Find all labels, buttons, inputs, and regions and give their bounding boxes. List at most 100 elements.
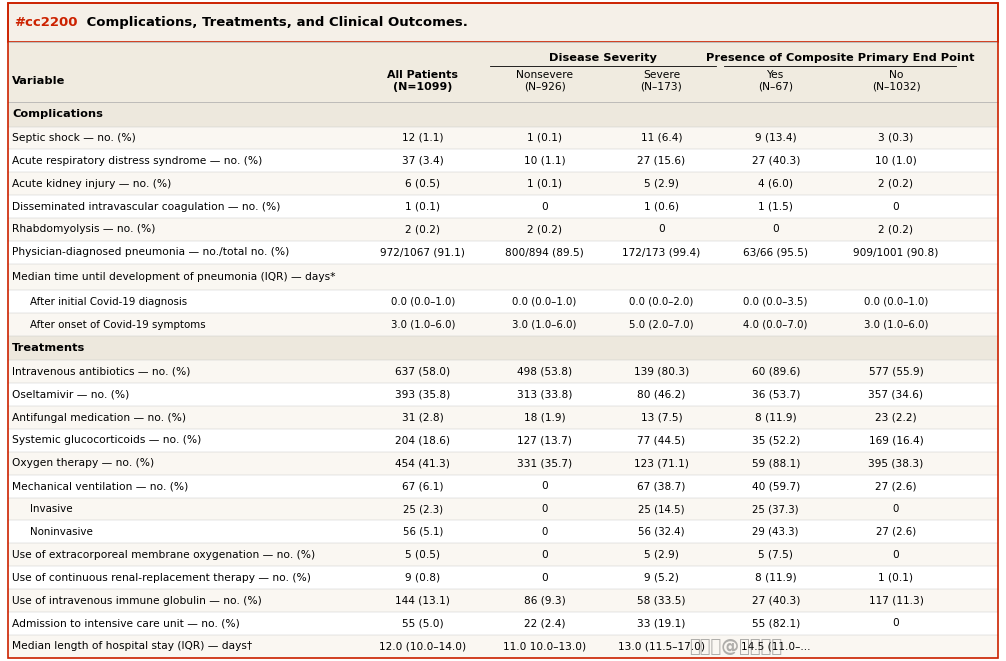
Bar — [8, 126, 998, 149]
Text: 36 (53.7): 36 (53.7) — [751, 390, 800, 400]
Text: 909/1001 (90.8): 909/1001 (90.8) — [853, 247, 939, 257]
Text: 139 (80.3): 139 (80.3) — [634, 367, 689, 377]
Bar — [8, 290, 998, 313]
Text: 3.0 (1.0–6.0): 3.0 (1.0–6.0) — [390, 320, 455, 330]
Text: Oxygen therapy — no. (%): Oxygen therapy — no. (%) — [12, 458, 154, 468]
Text: 56 (32.4): 56 (32.4) — [638, 527, 685, 537]
Text: 13.0 (11.5–17.0): 13.0 (11.5–17.0) — [618, 641, 705, 651]
Bar — [8, 589, 998, 612]
Text: 86 (9.3): 86 (9.3) — [524, 596, 565, 605]
Text: 5 (7.5): 5 (7.5) — [759, 550, 793, 560]
Bar — [8, 149, 998, 173]
Text: 22 (2.4): 22 (2.4) — [524, 619, 565, 629]
Text: 80 (46.2): 80 (46.2) — [637, 390, 685, 400]
Bar — [8, 406, 998, 429]
Bar — [8, 475, 998, 498]
Text: No
(N–1032): No (N–1032) — [871, 70, 920, 92]
Text: Use of intravenous immune globulin — no. (%): Use of intravenous immune globulin — no.… — [12, 596, 262, 605]
Text: 59 (88.1): 59 (88.1) — [751, 458, 800, 468]
Text: #cc2200: #cc2200 — [14, 16, 77, 29]
Text: 0.0 (0.0–1.0): 0.0 (0.0–1.0) — [864, 297, 929, 307]
Text: 14.5 (11.0–...: 14.5 (11.0–... — [741, 641, 811, 651]
Text: 0.0 (0.0–3.5): 0.0 (0.0–3.5) — [743, 297, 808, 307]
Text: 144 (13.1): 144 (13.1) — [395, 596, 451, 605]
Text: 3.0 (1.0–6.0): 3.0 (1.0–6.0) — [512, 320, 576, 330]
Text: 1 (0.1): 1 (0.1) — [405, 202, 441, 212]
Text: 0.0 (0.0–2.0): 0.0 (0.0–2.0) — [629, 297, 693, 307]
Text: 0.0 (0.0–1.0): 0.0 (0.0–1.0) — [390, 297, 455, 307]
Text: 8 (11.9): 8 (11.9) — [754, 412, 797, 422]
Text: Oseltamivir — no. (%): Oseltamivir — no. (%) — [12, 390, 130, 400]
Text: 2 (0.2): 2 (0.2) — [878, 225, 913, 235]
Text: 11 (6.4): 11 (6.4) — [641, 133, 682, 143]
Text: 25 (37.3): 25 (37.3) — [752, 504, 799, 514]
Text: Use of continuous renal-replacement therapy — no. (%): Use of continuous renal-replacement ther… — [12, 572, 311, 582]
Text: 498 (53.8): 498 (53.8) — [517, 367, 572, 377]
Text: 23 (2.2): 23 (2.2) — [875, 412, 916, 422]
Text: 6 (0.5): 6 (0.5) — [405, 178, 441, 188]
Text: 2 (0.2): 2 (0.2) — [878, 178, 913, 188]
Text: 67 (6.1): 67 (6.1) — [402, 481, 444, 491]
Text: Systemic glucocorticoids — no. (%): Systemic glucocorticoids — no. (%) — [12, 436, 201, 446]
Text: Severe
(N–173): Severe (N–173) — [641, 70, 682, 92]
Text: 2 (0.2): 2 (0.2) — [527, 225, 562, 235]
Text: 357 (34.6): 357 (34.6) — [868, 390, 924, 400]
Text: Noninvasive: Noninvasive — [30, 527, 93, 537]
Text: 35 (52.2): 35 (52.2) — [751, 436, 800, 446]
Text: 55 (5.0): 55 (5.0) — [402, 619, 444, 629]
Bar — [8, 102, 998, 126]
Text: 40 (59.7): 40 (59.7) — [751, 481, 800, 491]
Text: Use of extracorporeal membrane oxygenation — no. (%): Use of extracorporeal membrane oxygenati… — [12, 550, 315, 560]
Bar — [8, 173, 998, 195]
Text: 0: 0 — [541, 481, 548, 491]
Bar — [8, 360, 998, 383]
Text: 5 (2.9): 5 (2.9) — [644, 178, 679, 188]
Text: 56 (5.1): 56 (5.1) — [402, 527, 443, 537]
Bar — [8, 313, 998, 336]
Text: 393 (35.8): 393 (35.8) — [395, 390, 451, 400]
Text: 577 (55.9): 577 (55.9) — [868, 367, 924, 377]
Text: 27 (2.6): 27 (2.6) — [875, 481, 916, 491]
Bar — [8, 452, 998, 475]
Text: 1 (0.1): 1 (0.1) — [527, 178, 562, 188]
Text: Physician-diagnosed pneumonia — no./total no. (%): Physician-diagnosed pneumonia — no./tota… — [12, 247, 290, 257]
Text: 3 (0.3): 3 (0.3) — [878, 133, 913, 143]
Text: 25 (2.3): 25 (2.3) — [402, 504, 443, 514]
Text: 0.0 (0.0–1.0): 0.0 (0.0–1.0) — [512, 297, 576, 307]
Text: 13 (7.5): 13 (7.5) — [641, 412, 682, 422]
Bar — [8, 42, 998, 102]
Text: 172/173 (99.4): 172/173 (99.4) — [623, 247, 700, 257]
Text: 9 (0.8): 9 (0.8) — [405, 572, 441, 582]
Text: 27 (40.3): 27 (40.3) — [751, 156, 800, 166]
Bar — [8, 520, 998, 543]
Text: 18 (1.9): 18 (1.9) — [524, 412, 565, 422]
Text: 37 (3.4): 37 (3.4) — [402, 156, 444, 166]
Text: Acute respiratory distress syndrome — no. (%): Acute respiratory distress syndrome — no… — [12, 156, 263, 166]
Bar — [8, 635, 998, 658]
Text: 25 (14.5): 25 (14.5) — [638, 504, 685, 514]
Bar — [8, 383, 998, 406]
Text: Disease Severity: Disease Severity — [549, 53, 657, 63]
Bar — [8, 543, 998, 566]
Text: 0: 0 — [892, 202, 899, 212]
Text: 63/66 (95.5): 63/66 (95.5) — [743, 247, 808, 257]
Text: 77 (44.5): 77 (44.5) — [638, 436, 685, 446]
Text: 11.0 10.0–13.0): 11.0 10.0–13.0) — [503, 641, 586, 651]
Text: Nonsevere
(N–926): Nonsevere (N–926) — [516, 70, 573, 92]
Text: 0: 0 — [541, 550, 548, 560]
Text: 0: 0 — [541, 527, 547, 537]
Text: 9 (5.2): 9 (5.2) — [644, 572, 679, 582]
Text: 117 (11.3): 117 (11.3) — [868, 596, 924, 605]
Text: 67 (38.7): 67 (38.7) — [637, 481, 685, 491]
Text: Rhabdomyolysis — no. (%): Rhabdomyolysis — no. (%) — [12, 225, 156, 235]
Text: Antifungal medication — no. (%): Antifungal medication — no. (%) — [12, 412, 186, 422]
Text: Complications, Treatments, and Clinical Outcomes.: Complications, Treatments, and Clinical … — [82, 16, 469, 29]
Bar — [8, 241, 998, 264]
Text: 1 (0.1): 1 (0.1) — [527, 133, 562, 143]
Text: 55 (82.1): 55 (82.1) — [751, 619, 800, 629]
Text: 204 (18.6): 204 (18.6) — [395, 436, 451, 446]
Text: 0: 0 — [541, 202, 548, 212]
Text: Acute kidney injury — no. (%): Acute kidney injury — no. (%) — [12, 178, 171, 188]
Text: 4 (6.0): 4 (6.0) — [759, 178, 793, 188]
Text: Complications: Complications — [12, 109, 103, 120]
